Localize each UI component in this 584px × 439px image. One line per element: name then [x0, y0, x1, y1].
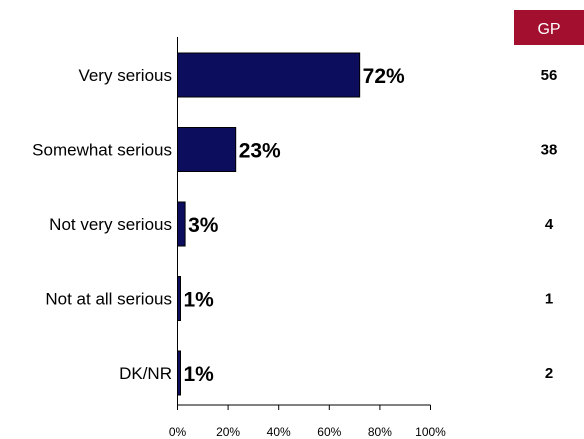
gp-value: 2 [545, 365, 553, 382]
category-label: Not at all serious [45, 290, 172, 309]
x-tick-label: 60% [317, 425, 341, 439]
value-labels-group: 72% 23% 3% 1% 1% [184, 65, 406, 386]
bar [177, 127, 237, 172]
x-tick-labels-group: 0% 20% 40% 60% 80% 100% [169, 425, 446, 439]
value-label: 23% [239, 140, 281, 163]
gp-value: 56 [541, 67, 558, 84]
gp-column: GP 56 38 4 1 2 [514, 10, 584, 382]
value-label: 1% [184, 363, 215, 386]
gp-value: 1 [545, 291, 553, 308]
category-label: DK/NR [119, 364, 172, 383]
value-label: 1% [184, 289, 215, 312]
bar [177, 201, 186, 247]
x-tick-label: 20% [216, 425, 240, 439]
category-label: Not very serious [49, 215, 172, 234]
value-label: 72% [363, 65, 405, 88]
x-tick-label: 0% [169, 425, 187, 439]
x-tick-label: 100% [415, 425, 446, 439]
gp-header-box [514, 10, 584, 45]
x-tick-label: 40% [267, 425, 291, 439]
category-labels-group: Very serious Somewhat serious Not very ser… [32, 66, 172, 383]
x-tick-label: 80% [368, 425, 392, 439]
value-label: 3% [188, 214, 219, 237]
axes-group [177, 37, 431, 410]
gp-header-label: GP [537, 21, 560, 38]
gp-value: 4 [545, 216, 554, 233]
bar [177, 52, 361, 98]
gp-value: 38 [541, 142, 558, 159]
category-label: Very serious [78, 66, 172, 85]
category-label: Somewhat serious [32, 141, 172, 160]
